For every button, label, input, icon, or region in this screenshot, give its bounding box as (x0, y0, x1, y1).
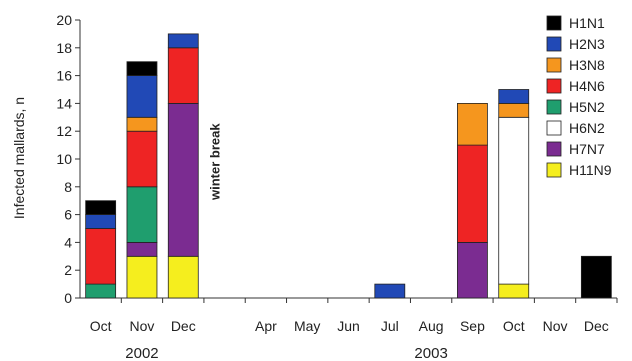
y-tick-label: 12 (56, 123, 72, 139)
bar-segment-h7n7 (457, 241, 488, 299)
bar-segment-h4n6 (457, 144, 488, 243)
bar-segment-h7n7 (126, 241, 158, 257)
x-tick-label: Oct (503, 318, 525, 334)
legend-label: H2N3 (569, 36, 605, 52)
bar-segment-h3n8 (498, 103, 530, 118)
x-tick-label: Jun (337, 318, 360, 334)
legend-label: H1N1 (569, 15, 605, 31)
x-tick-label: Dec (171, 318, 196, 334)
y-tick-label: 6 (64, 207, 72, 223)
legend-label: H5N2 (569, 99, 605, 115)
y-tick-label: 8 (64, 179, 72, 195)
y-tick-label: 16 (56, 68, 72, 84)
legend-swatch (546, 141, 562, 157)
bar-segment-h1n1 (85, 200, 117, 215)
bar-segment-h5n2 (126, 186, 158, 243)
bar-segment-h2n3 (374, 283, 406, 299)
winter-break-annotation: winter break (208, 123, 223, 201)
year-label: 2002 (125, 345, 158, 361)
legend-swatch (546, 162, 562, 178)
bar-segment-h5n2 (85, 283, 117, 299)
y-tick-label: 10 (56, 151, 72, 167)
bar-segment-h4n6 (167, 47, 199, 104)
legend-swatch (546, 36, 562, 52)
legend: H1N1 H2N3 H3N8 H4N6 H5N2 H6N2 H7N7 H11N9 (546, 15, 612, 178)
y-tick-label: 2 (64, 262, 72, 278)
x-tick-label: May (294, 318, 320, 334)
bar-segment-h3n8 (457, 103, 488, 146)
tick-labels: 0 2 4 6 8 10 12 14 16 18 20 Oct Nov Dec Apr May Jun Jul Au… (56, 12, 608, 361)
bar-segment-h4n6 (85, 228, 117, 285)
y-tick-label: 20 (56, 12, 72, 28)
y-tick-label: 18 (56, 40, 72, 56)
x-tick-label: Sep (460, 318, 485, 334)
y-tick-label: 0 (64, 290, 72, 306)
legend-swatch (546, 120, 562, 136)
bar-segment-h2n3 (498, 89, 530, 104)
x-tick-label: Nov (130, 318, 155, 334)
bar-segment-h2n3 (126, 75, 158, 118)
bars (85, 33, 612, 299)
legend-swatch (546, 99, 562, 115)
bar-segment-h3n8 (126, 116, 158, 132)
x-tick-label: Jul (381, 318, 399, 334)
year-label: 2003 (414, 345, 447, 361)
legend-swatch (546, 57, 562, 73)
x-tick-label: Apr (255, 318, 277, 334)
bar-segment-h1n1 (580, 255, 612, 299)
legend-swatch (546, 78, 562, 94)
legend-label: H4N6 (569, 78, 605, 94)
bar-segment-h6n2 (498, 116, 530, 285)
x-tick-label: Nov (543, 318, 568, 334)
bar-segment-h11n9 (498, 283, 530, 299)
x-tick-label: Oct (90, 318, 112, 334)
y-tick-label: 14 (56, 95, 72, 111)
y-axis-label: Infected mallards, n (11, 97, 27, 219)
legend-label: H11N9 (569, 162, 612, 178)
x-tick-label: Dec (584, 318, 609, 334)
bar-segment-h11n9 (167, 255, 199, 299)
legend-label: H3N8 (569, 57, 605, 73)
y-tick-label: 4 (64, 234, 72, 250)
legend-label: H6N2 (569, 120, 605, 136)
bar-segment-h4n6 (126, 130, 158, 188)
bar-segment-h2n3 (167, 33, 199, 49)
bar-segment-h11n9 (126, 255, 158, 299)
x-tick-label: Aug (419, 318, 444, 334)
legend-swatch (546, 15, 562, 31)
bar-segment-h2n3 (85, 214, 117, 229)
bar-segment-h1n1 (126, 61, 158, 77)
bar-segment-h7n7 (167, 103, 199, 257)
legend-label: H7N7 (569, 141, 605, 157)
